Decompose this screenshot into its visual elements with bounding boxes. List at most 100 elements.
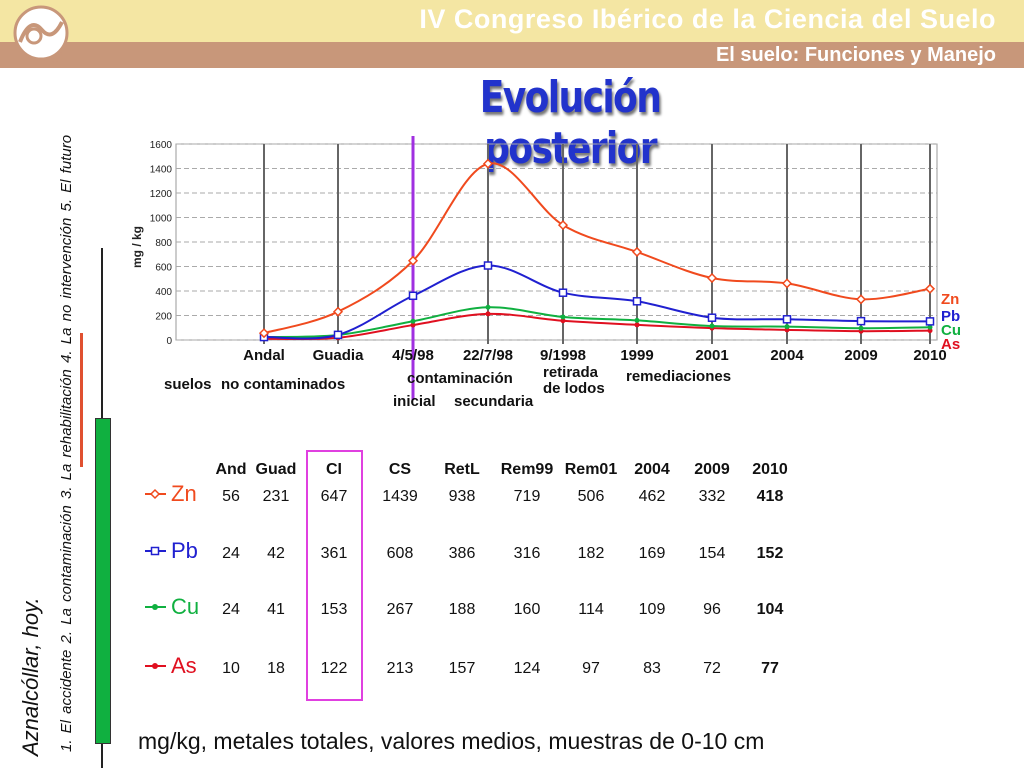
data-point-cu (485, 304, 491, 310)
table-rows: Zn 56 231 647 1439 938 719 506 462 332 418 Pb 24 42 36… (145, 481, 783, 678)
data-point-zn (332, 306, 344, 317)
table-headers: And Guad CI CS RetL Rem99 Rem01 2004 2009 2010 (215, 461, 787, 478)
table-cell: 114 (578, 601, 604, 618)
x-tick-label: 9/1998 (540, 347, 586, 364)
footnote: mg/kg, metales totales, valores medios, … (138, 728, 765, 754)
table-cell: 1439 (382, 488, 418, 505)
table-row-label: As (171, 653, 197, 678)
x-tick-label: 2004 (770, 347, 804, 364)
table-cell: 182 (578, 545, 605, 562)
table-cell: 719 (514, 488, 541, 505)
data-point-zn (407, 255, 419, 266)
data-point-pb (782, 315, 792, 324)
legend-label-as: As (941, 336, 960, 353)
data-point-as (560, 318, 566, 324)
data-point-as (634, 322, 640, 328)
conference-title: IV Congreso Ibérico de la Ciencia del Su… (419, 4, 996, 34)
data-point-pb (925, 317, 935, 326)
table-column-header: Guad (256, 461, 297, 478)
table-cell: 109 (639, 601, 666, 618)
x-tick-label: 22/7/98 (463, 347, 513, 364)
table-cell: 361 (321, 545, 348, 562)
y-tick-label: 0 (166, 336, 172, 347)
group-label-remediaciones: remediaciones (626, 368, 731, 385)
series-line-pb (263, 264, 931, 340)
table-cell: 154 (699, 545, 726, 562)
data-point-as (410, 322, 416, 328)
legend-marker-as (152, 663, 158, 669)
table-column-header: Rem99 (501, 461, 554, 478)
data-point-zn (924, 283, 936, 294)
table-column-header: 2009 (694, 461, 730, 478)
sidebar-red-bar (80, 333, 83, 467)
table-cell: 608 (387, 545, 414, 562)
ci-column-highlight (306, 450, 363, 701)
table-cell: 77 (761, 660, 779, 677)
table-cell: 157 (449, 660, 476, 677)
table-cell: 41 (267, 601, 285, 618)
data-point-zn (855, 294, 867, 305)
legend-label-zn: Zn (941, 291, 959, 308)
group-label-inicial: inicial (393, 393, 436, 410)
x-tick-label: Andal (243, 347, 285, 364)
table-cell: 332 (699, 488, 726, 505)
table-cell: 24 (222, 601, 240, 618)
y-tick-label: 1400 (150, 165, 173, 176)
data-point-cu (784, 324, 790, 330)
data-point-pb (856, 316, 866, 326)
data-point-cu (634, 317, 640, 323)
y-tick-label: 200 (155, 312, 172, 323)
table-cell: 124 (514, 660, 541, 677)
table-cell: 10 (222, 660, 240, 677)
data-point-cu (927, 324, 933, 330)
data-point-cu (709, 323, 715, 329)
table-cell: 418 (757, 488, 784, 505)
data-point-pb (483, 261, 493, 270)
legend-marker-pb (150, 546, 160, 556)
header-band (0, 0, 1024, 42)
group-label-contaminacion: contaminación (407, 370, 513, 387)
table-row-label: Zn (171, 481, 197, 506)
table-column-header: 2004 (634, 461, 670, 478)
subheader-band (0, 42, 1024, 68)
data-point-zn (482, 158, 494, 169)
y-tick-label: 400 (155, 287, 172, 298)
y-tick-label: 1200 (150, 189, 173, 200)
series-line-cu (263, 306, 931, 339)
table-row: Cu 24 41 153 267 188 160 114 109 96 104 (145, 594, 783, 619)
y-tick-label: 800 (155, 238, 172, 249)
table-column-header: 2010 (752, 461, 788, 478)
table-cell: 122 (321, 660, 348, 677)
x-tick-label: 2009 (844, 347, 877, 364)
x-tick-label: 2010 (913, 347, 946, 364)
table-cell: 42 (267, 545, 285, 562)
table-cell: 152 (757, 545, 784, 562)
table-column-header: CI (326, 461, 342, 478)
data-point-as (485, 311, 491, 317)
data-point-zn (631, 246, 643, 257)
table-column-header: RetL (444, 461, 480, 478)
table-cell: 938 (449, 488, 476, 505)
table-cell: 83 (643, 660, 661, 677)
x-tick-label: 2001 (695, 347, 728, 364)
table-cell: 267 (387, 601, 414, 618)
table-cell: 506 (578, 488, 605, 505)
group-label-retirada: retirada (543, 364, 599, 381)
y-axis-label: mg / kg (130, 226, 144, 268)
series-line-as (263, 312, 931, 341)
table-row: As 10 18 122 213 157 124 97 83 72 77 (145, 653, 779, 678)
table-cell: 97 (582, 660, 600, 677)
table-cell: 18 (267, 660, 285, 677)
conference-logo: 2010 (13, 5, 69, 67)
table-cell: 24 (222, 545, 240, 562)
legend-marker-cu (152, 604, 158, 610)
group-label-no-contaminados: no contaminados (221, 376, 345, 393)
table-cell: 72 (703, 660, 721, 677)
table-cell: 153 (321, 601, 348, 618)
x-tick-label: 1999 (620, 347, 653, 364)
table-row-label: Cu (171, 594, 199, 619)
x-group-labels: suelos no contaminados contaminación ini… (164, 364, 731, 410)
data-point-pb (558, 288, 568, 297)
